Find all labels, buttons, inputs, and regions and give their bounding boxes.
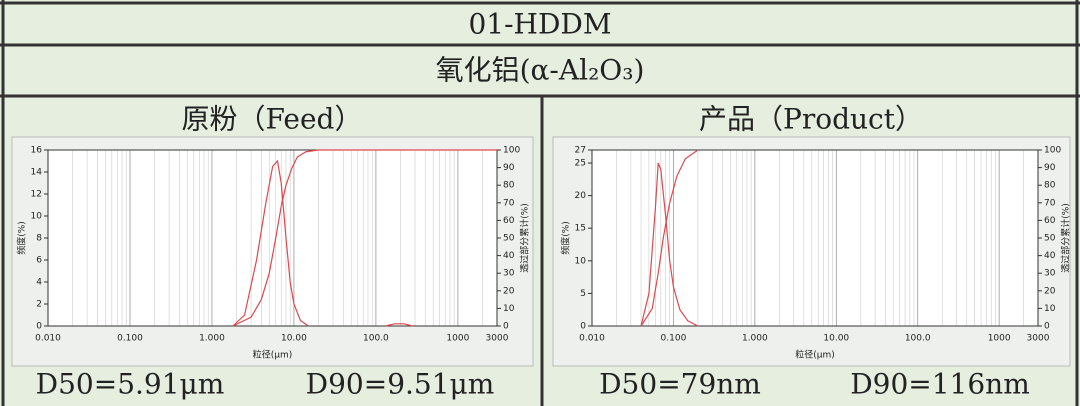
d50-value: D50=79nm	[599, 368, 761, 401]
material-title: 氧化铝(α-Al₂O₃)	[436, 54, 645, 87]
y2-tick-label: 50	[1044, 234, 1056, 244]
d90-value: D90=116nm	[850, 368, 1030, 401]
data-line	[640, 162, 699, 327]
x-tick-label: 3000	[1027, 334, 1050, 344]
panel-title: 原粉（Feed）	[182, 103, 363, 136]
y-tick-label: 4	[36, 278, 42, 288]
y2-tick-label: 20	[1044, 286, 1056, 296]
data-line	[232, 149, 497, 327]
x-tick-label: 1.000	[199, 334, 225, 344]
d90-value: D90=9.51μm	[306, 368, 495, 401]
x-tick-label: 1000	[988, 334, 1011, 344]
y-tick-label: 2	[36, 300, 42, 310]
y2-tick-label: 80	[1044, 181, 1056, 191]
y2-tick-label: 40	[1044, 251, 1056, 261]
y2-tick-label: 80	[503, 181, 515, 191]
y-tick-label: 0	[36, 322, 42, 332]
x-tick-label: 10.00	[281, 334, 307, 344]
x-tick-label: 0.010	[35, 334, 61, 344]
y2-tick-label: 60	[1044, 216, 1056, 226]
x-tick-label: 1000	[446, 334, 469, 344]
data-line	[232, 159, 413, 327]
y2-tick-label: 70	[503, 198, 515, 208]
x-tick-label: 1.000	[742, 334, 768, 344]
x-tick-label: 0.100	[661, 334, 687, 344]
y-tick-label: 5	[580, 289, 586, 299]
y2-axis-label: 透过部分累计(%)	[519, 203, 531, 273]
y2-tick-label: 50	[503, 234, 515, 244]
x-axis-label: 粒径(μm)	[253, 349, 293, 361]
y2-tick-label: 90	[503, 163, 515, 173]
x-tick-label: 10.00	[823, 334, 849, 344]
x-axis-label: 粒径(μm)	[795, 349, 835, 361]
d50-value: D50=5.91μm	[36, 368, 225, 401]
y-tick-label: 14	[31, 168, 43, 178]
y-tick-label: 25	[575, 159, 586, 169]
y-tick-label: 6	[36, 256, 42, 266]
y2-tick-label: 60	[503, 216, 515, 226]
y2-tick-label: 30	[1044, 269, 1056, 279]
y2-tick-label: 30	[503, 269, 515, 279]
data-line	[640, 149, 699, 327]
plot-frame	[47, 149, 498, 327]
panel-title: 产品（Product）	[699, 103, 923, 136]
y-tick-label: 15	[575, 224, 586, 234]
y2-tick-label: 10	[1044, 304, 1056, 314]
y2-tick-label: 100	[503, 146, 520, 156]
plot-area	[48, 150, 497, 326]
header-title: 01-HDDM	[468, 8, 611, 41]
plot-frame	[591, 149, 1039, 327]
y2-tick-label: 10	[503, 304, 515, 314]
y-tick-label: 0	[580, 322, 586, 332]
y-tick-label: 27	[575, 146, 586, 156]
x-tick-label: 3000	[486, 334, 509, 344]
y-tick-label: 12	[31, 190, 42, 200]
x-tick-label: 100.0	[363, 334, 389, 344]
y2-axis-label: 透过部分累计(%)	[1060, 203, 1072, 273]
y2-tick-label: 90	[1044, 163, 1056, 173]
y-tick-label: 16	[31, 146, 43, 156]
y-tick-label: 10	[575, 256, 587, 266]
x-tick-label: 0.100	[117, 334, 143, 344]
y2-tick-label: 0	[1044, 322, 1050, 332]
y-tick-label: 8	[36, 234, 42, 244]
x-tick-label: 100.0	[905, 334, 931, 344]
x-tick-label: 0.010	[579, 334, 605, 344]
y-tick-label: 10	[31, 212, 43, 222]
y2-tick-label: 40	[503, 251, 515, 261]
plot-area	[592, 150, 1038, 326]
y-tick-label: 20	[575, 191, 587, 201]
y2-tick-label: 70	[1044, 198, 1056, 208]
y2-tick-label: 20	[503, 286, 515, 296]
y-axis-label: 频度(%)	[16, 221, 28, 255]
y2-tick-label: 100	[1044, 146, 1061, 156]
y-axis-label: 频度(%)	[560, 221, 572, 255]
y2-tick-label: 0	[503, 322, 509, 332]
